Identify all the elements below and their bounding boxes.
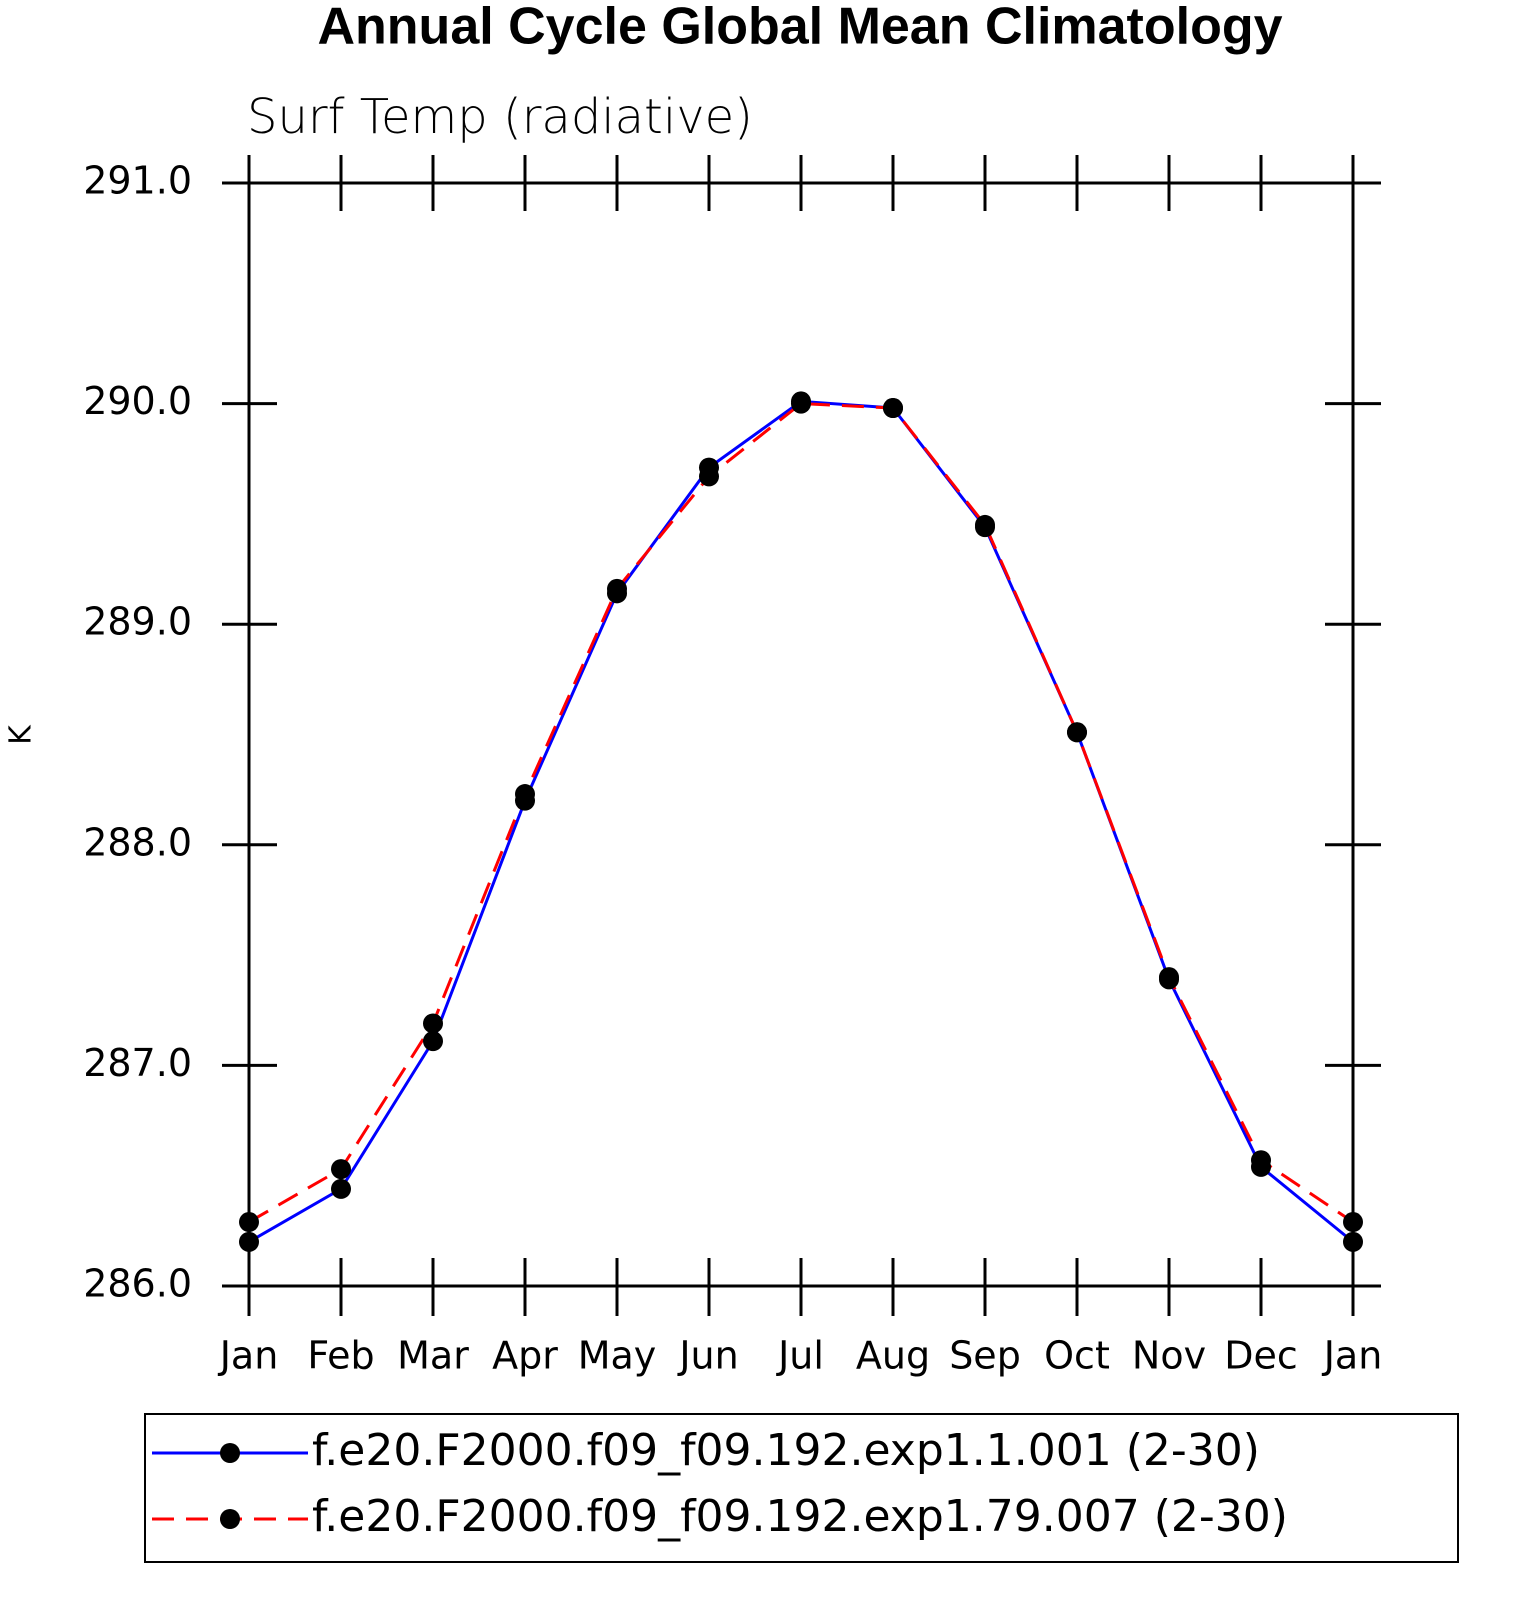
x-tick-label: Jul (776, 1334, 824, 1378)
series-line (248, 399, 1354, 1244)
legend-label: f.e20.F2000.f09_f09.192.exp1.79.007 (2-3… (312, 1491, 1288, 1542)
point (239, 1231, 259, 1252)
point (1343, 1212, 1363, 1233)
x-tick-label: Sep (949, 1334, 1021, 1378)
series-line (248, 402, 1354, 1224)
point (791, 393, 811, 414)
point (975, 514, 995, 535)
legend-box (144, 1413, 1459, 1563)
legend-marker (220, 1509, 240, 1529)
x-tick-label: Oct (1044, 1334, 1110, 1378)
chart-subtitle: Surf Temp (radiative) (247, 89, 753, 145)
y-tick-label: 288.0 (83, 820, 192, 864)
point (423, 1031, 443, 1052)
x-tick-label: Feb (307, 1334, 374, 1378)
point (1159, 967, 1179, 988)
y-axis-label: K (4, 724, 39, 745)
x-tick-label: Jan (1322, 1334, 1383, 1378)
y-tick-label: 290.0 (83, 379, 192, 423)
point (1343, 1231, 1363, 1252)
point (1251, 1150, 1271, 1171)
point (331, 1159, 351, 1180)
x-tick-label: May (578, 1334, 657, 1378)
point (699, 466, 719, 487)
y-tick-label: 287.0 (83, 1041, 192, 1085)
x-tick-label: Aug (856, 1334, 930, 1378)
point (239, 1212, 259, 1233)
point (331, 1178, 351, 1199)
x-tick-label: Jan (218, 1334, 279, 1378)
legend-label: f.e20.F2000.f09_f09.192.exp1.1.001 (2-30… (312, 1425, 1260, 1476)
point (423, 1013, 443, 1034)
x-tick-label: Jun (677, 1334, 738, 1378)
point (883, 398, 903, 419)
point (607, 578, 627, 599)
y-tick-label: 291.0 (83, 159, 192, 203)
point (1067, 722, 1087, 743)
legend-marker (220, 1443, 240, 1463)
x-tick-label: Nov (1132, 1334, 1206, 1378)
x-tick-label: Mar (397, 1334, 469, 1378)
plot-frame (247, 181, 1355, 1288)
x-tick-label: Apr (492, 1334, 558, 1378)
point (515, 784, 535, 805)
y-tick-label: 289.0 (83, 600, 192, 644)
y-tick-label: 286.0 (83, 1262, 192, 1306)
x-tick-label: Dec (1224, 1334, 1298, 1378)
chart-title: Annual Cycle Global Mean Climatology (317, 0, 1282, 56)
